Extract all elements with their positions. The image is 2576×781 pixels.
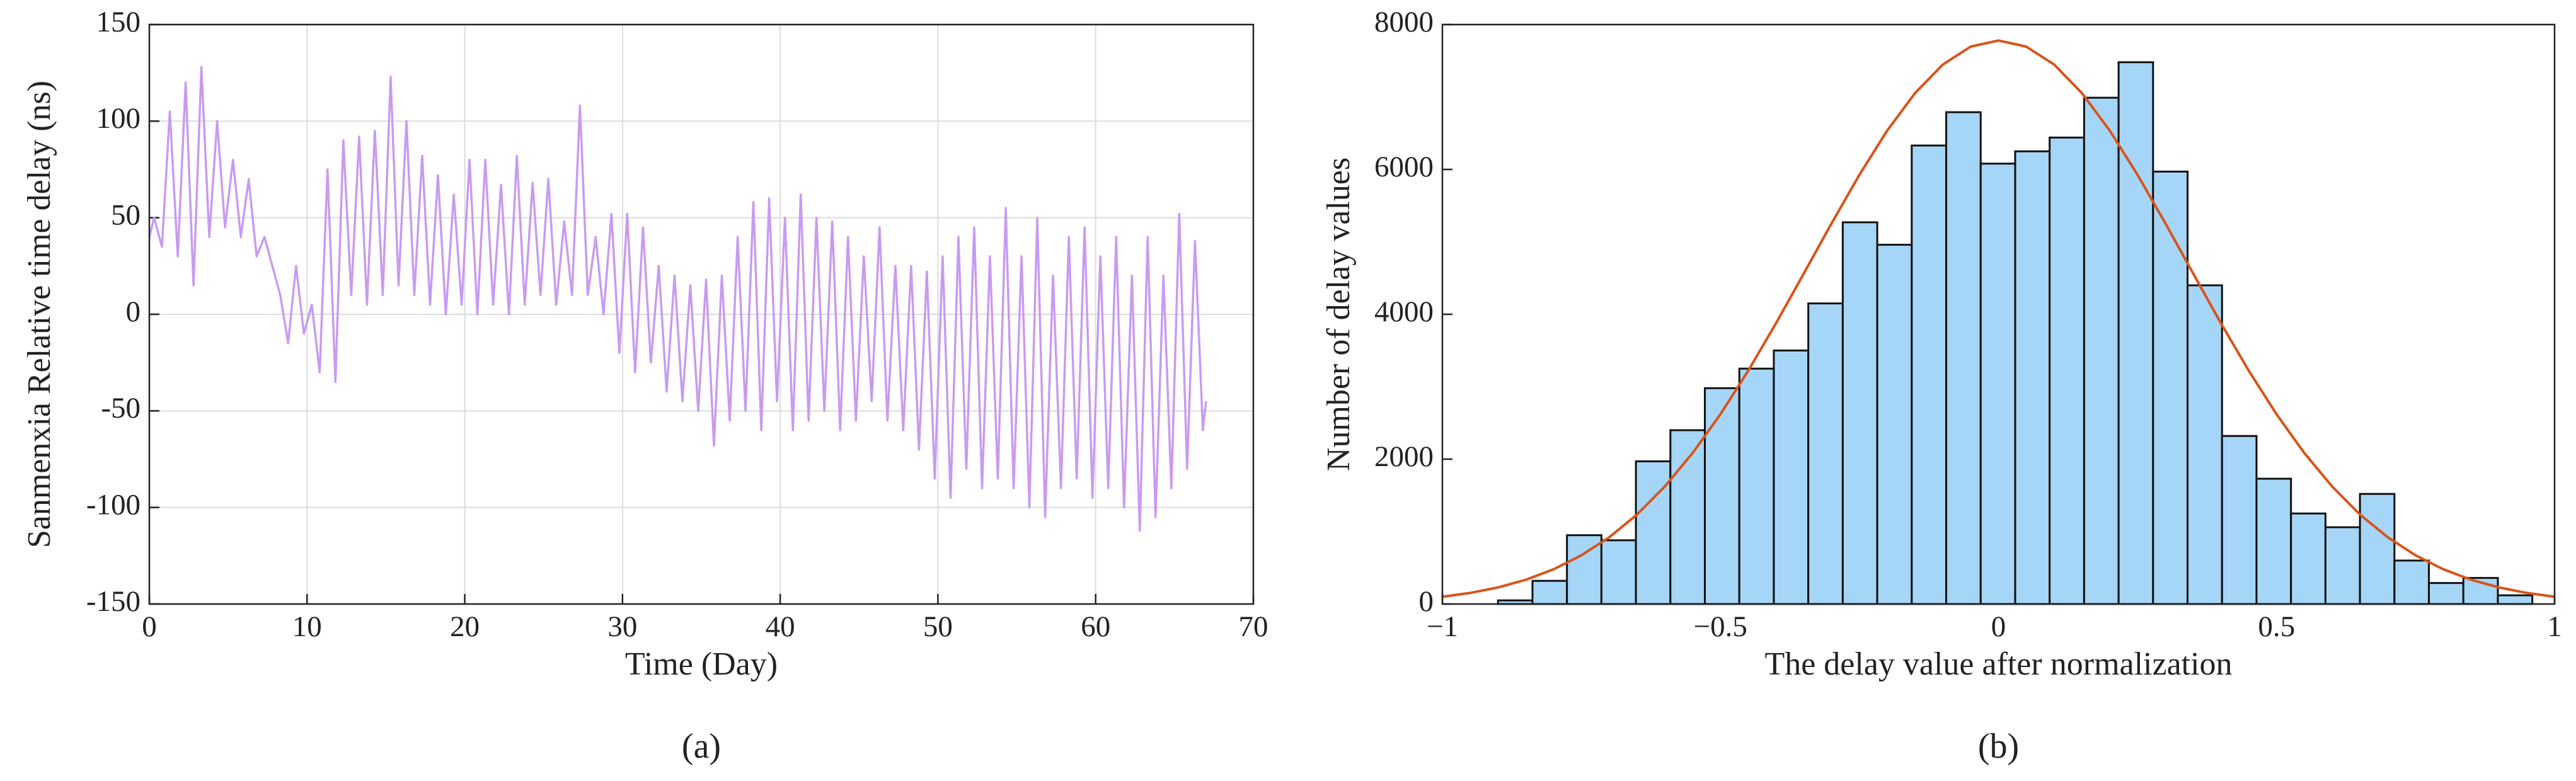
bar	[2393, 559, 2430, 605]
bar	[2497, 594, 2534, 605]
bar	[2359, 493, 2396, 605]
y-tick-label: 0	[126, 295, 141, 328]
x-tick-label: 0.5	[2258, 610, 2295, 643]
y-axis-label: Number of delay values	[1321, 157, 1357, 471]
x-tick-label: 10	[292, 610, 322, 643]
bar	[2083, 96, 2120, 605]
bar	[1979, 162, 2016, 605]
bar	[2152, 170, 2189, 605]
y-tick-label: 50	[111, 198, 141, 231]
bar	[1945, 111, 1982, 605]
y-tick-label: 150	[96, 6, 141, 38]
x-tick-label: 70	[1239, 610, 1268, 643]
bar	[1669, 429, 1706, 605]
bar	[2255, 477, 2292, 605]
x-tick-label: 20	[450, 610, 480, 643]
bar	[2290, 512, 2326, 605]
x-tick-label: 0	[142, 610, 157, 643]
bar	[2049, 136, 2085, 605]
bar	[1773, 350, 1810, 605]
bar	[1876, 244, 1913, 605]
bar	[1807, 302, 1844, 605]
y-tick-label: 6000	[1374, 151, 1434, 183]
x-axis-label: The delay value after normalization	[1764, 646, 2232, 682]
y-tick-label: 0	[1419, 585, 1434, 618]
fit-curve	[1442, 39, 2555, 598]
x-tick-label: 50	[923, 610, 953, 643]
y-tick-label: 8000	[1374, 6, 1434, 38]
bar	[1738, 367, 1775, 605]
caption: (b)	[1978, 727, 2019, 766]
x-tick-label: 1	[2547, 610, 2562, 643]
y-axis-label: Sanmenxia Relative time delay (ns)	[21, 81, 57, 548]
bar	[2117, 61, 2154, 605]
y-tick-label: 4000	[1374, 295, 1434, 328]
x-tick-label: 0	[1991, 610, 2006, 643]
caption: (a)	[682, 727, 721, 766]
data-line	[148, 66, 1207, 532]
x-tick-label: 30	[607, 610, 637, 643]
bar	[2324, 526, 2361, 605]
x-tick-label: 60	[1081, 610, 1110, 643]
bar	[1704, 387, 1740, 605]
y-tick-label: -150	[86, 585, 141, 618]
bar	[1841, 221, 1878, 605]
x-axis-label: Time (Day)	[625, 646, 778, 682]
bar	[2221, 435, 2258, 605]
bar	[1531, 579, 1568, 605]
bar	[1635, 460, 1672, 605]
bar	[1600, 539, 1637, 605]
y-tick-label: -100	[86, 488, 141, 521]
bar	[2187, 284, 2223, 605]
y-tick-label: 2000	[1374, 440, 1434, 473]
y-tick-label: -50	[101, 392, 141, 425]
bar	[1911, 144, 1948, 605]
bar	[2014, 150, 2051, 605]
x-tick-label: −0.5	[1694, 610, 1747, 643]
plot-frame	[1441, 23, 2556, 605]
x-tick-label: 40	[766, 610, 795, 643]
x-tick-label: −1	[1427, 610, 1458, 643]
y-tick-label: 100	[96, 102, 141, 135]
plot-frame	[148, 23, 1255, 605]
bar	[2428, 582, 2464, 605]
